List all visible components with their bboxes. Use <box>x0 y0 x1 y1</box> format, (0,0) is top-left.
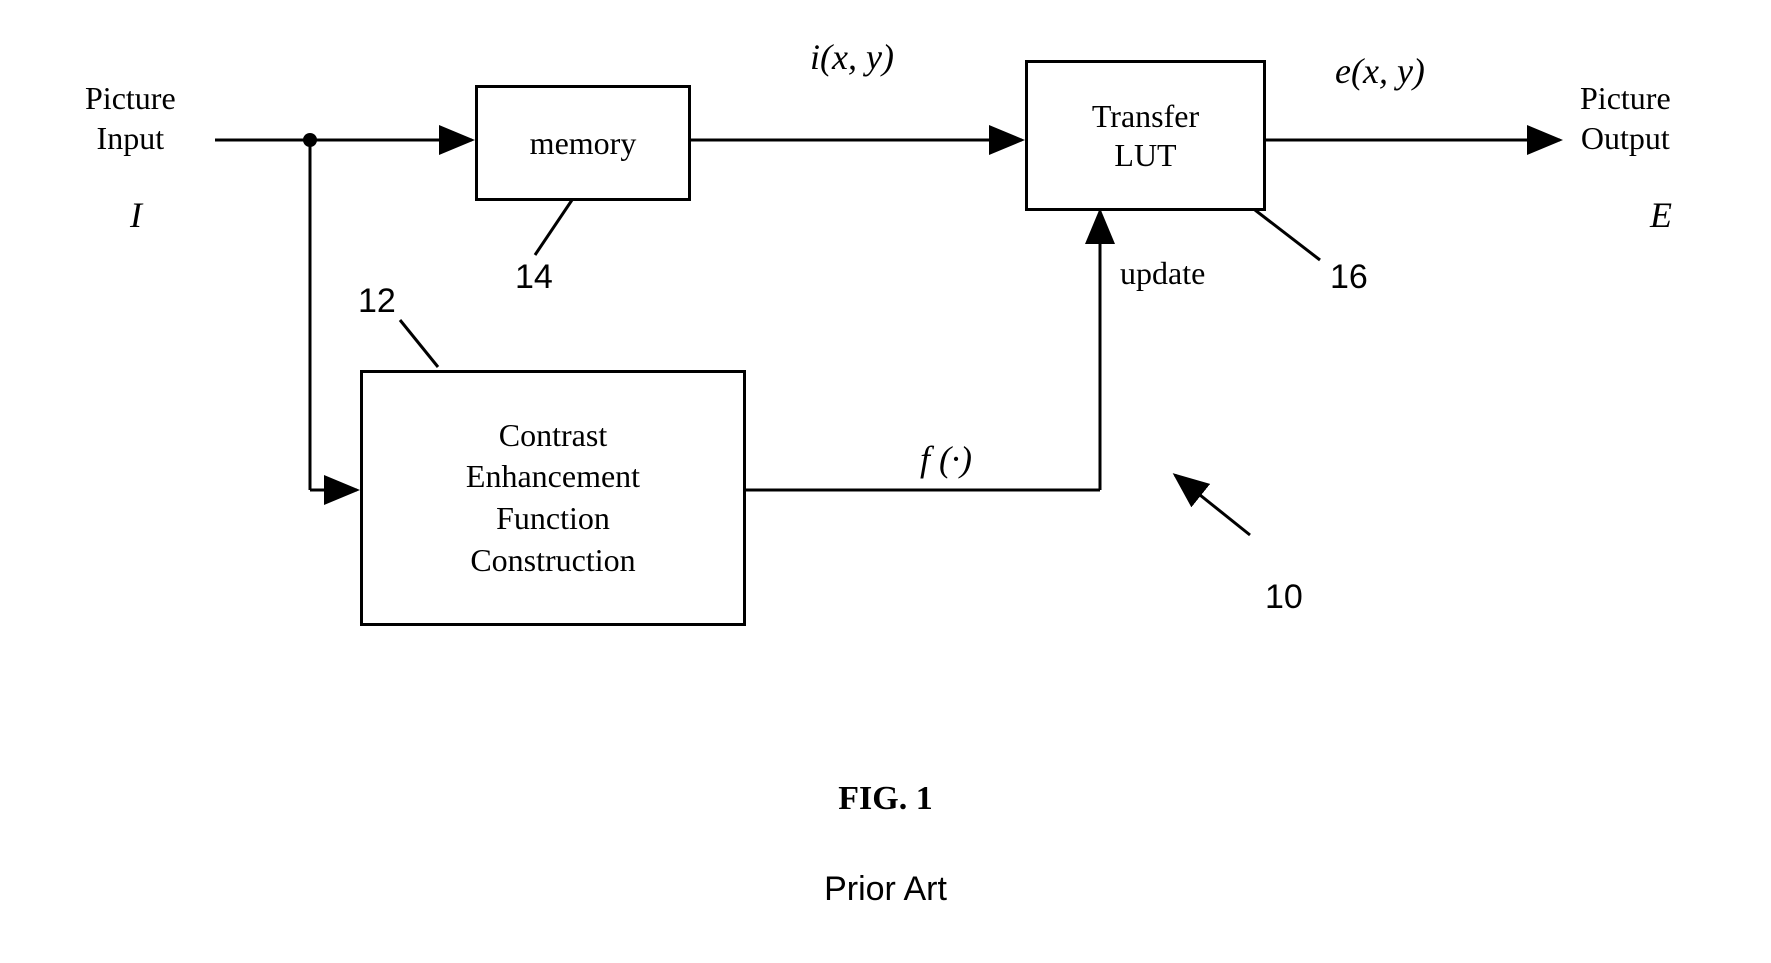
transfer-line1: Transfer <box>1092 97 1199 135</box>
picture-input-line1: Picture <box>85 78 176 118</box>
picture-input-label: Picture Input <box>85 78 176 158</box>
memory-box: memory <box>475 85 691 201</box>
diagram-svg <box>0 0 1771 963</box>
picture-output-line2: Output <box>1580 118 1671 158</box>
contrast-line4: Construction <box>470 540 635 582</box>
ixy-label: i(x, y) <box>810 36 894 78</box>
picture-input-line2: Input <box>85 118 176 158</box>
output-symbol-E: E <box>1650 194 1672 236</box>
contrast-line3: Function <box>496 498 610 540</box>
update-label: update <box>1120 255 1205 292</box>
transfer-lut-box: Transfer LUT <box>1025 60 1266 211</box>
memory-text: memory <box>530 125 637 162</box>
ref-10: 10 <box>1265 578 1303 617</box>
exy-label: e(x, y) <box>1335 50 1425 92</box>
fig-caption: FIG. 1 <box>0 780 1771 818</box>
prior-art-caption: Prior Art <box>0 870 1771 909</box>
contrast-line1: Contrast <box>499 415 607 457</box>
picture-output-label: Picture Output <box>1580 78 1671 158</box>
diagram-container: Picture Input I Picture Output E memory … <box>0 0 1771 963</box>
ref-12: 12 <box>358 282 396 321</box>
transfer-line2: LUT <box>1114 136 1176 174</box>
input-symbol-I: I <box>130 194 142 236</box>
contrast-line2: Enhancement <box>466 456 640 498</box>
picture-output-line1: Picture <box>1580 78 1671 118</box>
fdot-label: f (·) <box>920 438 972 480</box>
ref-16: 16 <box>1330 258 1368 297</box>
contrast-box: Contrast Enhancement Function Constructi… <box>360 370 746 626</box>
ref-14: 14 <box>515 258 553 297</box>
